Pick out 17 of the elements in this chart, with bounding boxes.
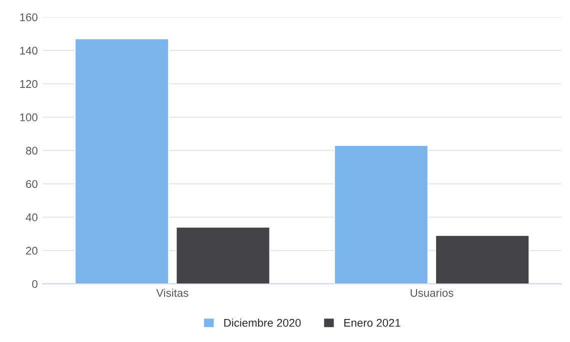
y-tick-label: 40 bbox=[26, 213, 38, 222]
bar bbox=[334, 145, 428, 284]
x-tick-label: Visitas bbox=[156, 288, 188, 297]
y-tick-label: 120 bbox=[20, 80, 38, 88]
y-tick-label: 100 bbox=[20, 113, 38, 122]
legend-label: Diciembre 2020 bbox=[224, 318, 301, 327]
y-tick-label: 0 bbox=[32, 280, 38, 288]
y-tick-label: 20 bbox=[26, 246, 38, 255]
bar bbox=[74, 38, 169, 284]
x-tick-label: Usuarios bbox=[410, 288, 454, 297]
y-tick-label: 60 bbox=[26, 180, 38, 188]
legend-label: Enero 2021 bbox=[344, 318, 400, 327]
bar bbox=[176, 226, 270, 284]
y-tick-label: 140 bbox=[20, 46, 38, 55]
y-tick-label: 80 bbox=[26, 146, 38, 155]
y-tick-label: 160 bbox=[20, 13, 38, 22]
bar bbox=[435, 235, 530, 284]
